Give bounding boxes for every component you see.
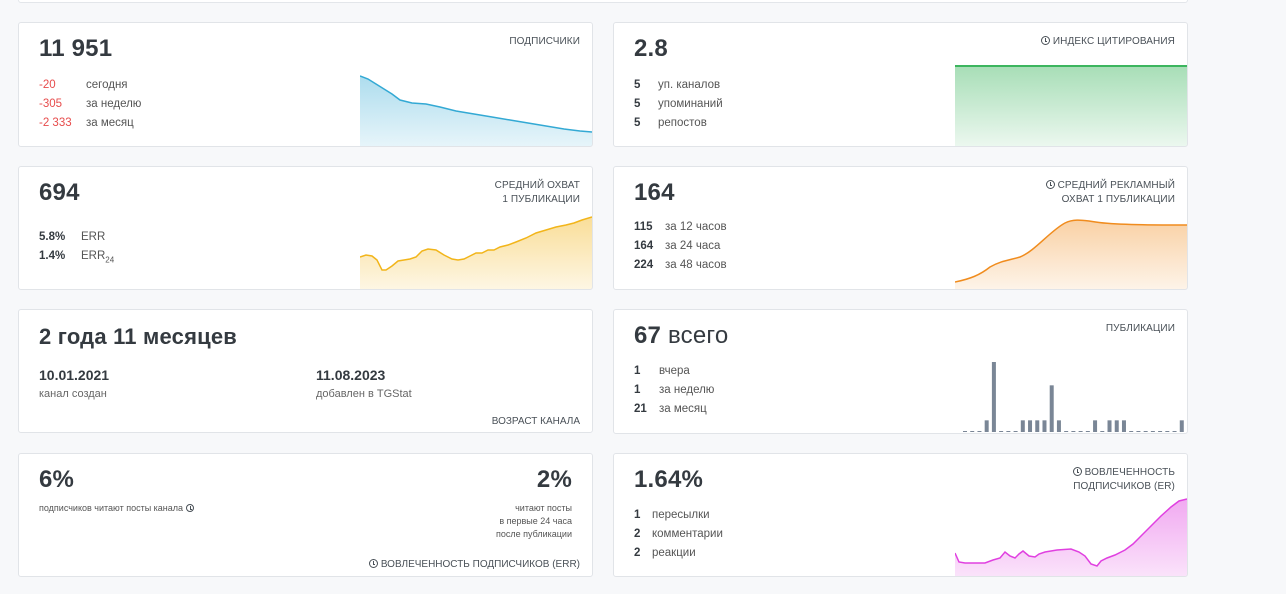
posts-bar-empty bbox=[1172, 431, 1177, 432]
subscribers-sparkline bbox=[360, 75, 592, 146]
posts-bar-empty bbox=[1006, 431, 1011, 432]
created-label: канал создан bbox=[39, 388, 107, 400]
err-card[interactable]: 6% подписчиков читают посты канала 2% чи… bbox=[18, 453, 593, 577]
channel-age-value: 2 года 11 месяцев bbox=[39, 324, 238, 349]
er-card[interactable]: 1.64% ВОВЛЕЧЕННОСТЬ ПОДПИСЧИКОВ (ER) 1 пер… bbox=[613, 453, 1188, 577]
ad-reach-card[interactable]: 164 СРЕДНИЙ РЕКЛАМНЫЙ ОХВАТ 1 ПУБЛИКАЦИИ … bbox=[613, 166, 1188, 290]
channel-age-footer: ВОЗРАСТ КАНАЛА bbox=[491, 416, 580, 427]
info-icon[interactable] bbox=[1045, 180, 1055, 189]
posts-bar-empty bbox=[1143, 431, 1148, 432]
posts-bar-empty bbox=[977, 431, 982, 432]
err-right-value: 2% bbox=[536, 466, 572, 493]
posts-bar-empty bbox=[1071, 431, 1076, 432]
posts-bar[interactable] bbox=[1049, 385, 1054, 432]
channel-age-card[interactable]: 2 года 11 месяцев 10.01.2021 канал созда… bbox=[18, 309, 593, 433]
reach-value: 694 bbox=[39, 179, 80, 206]
stat-row: -305 за неделю bbox=[39, 98, 142, 110]
stat-row: 224 за 48 часов bbox=[634, 259, 727, 271]
er-stats: 1 пересылки 2 комментарии 2 реакции bbox=[634, 506, 723, 563]
er-value: 1.64% bbox=[634, 466, 704, 493]
err-left-value: 6% bbox=[39, 466, 75, 493]
stat-row: 164 за 24 часа bbox=[634, 240, 721, 252]
posts-bar[interactable] bbox=[1179, 420, 1184, 432]
stat-row: 2 реакции bbox=[634, 547, 696, 559]
posts-bar[interactable] bbox=[991, 362, 996, 432]
posts-bar-empty bbox=[1064, 431, 1069, 432]
posts-bar[interactable] bbox=[1056, 420, 1061, 432]
posts-bar[interactable] bbox=[1035, 420, 1040, 432]
posts-bar-empty bbox=[1013, 431, 1018, 432]
posts-bar-empty bbox=[963, 431, 967, 432]
subscribers-value: 11 951 bbox=[39, 35, 113, 62]
posts-bar[interactable] bbox=[1107, 420, 1112, 432]
added-date: 11.08.2023 bbox=[316, 367, 386, 383]
added-label: добавлен в TGStat bbox=[316, 388, 412, 400]
stat-row: 1 вчера bbox=[634, 365, 690, 377]
posts-card[interactable]: 67 всего ПУБЛИКАЦИИ 1 вчера 1 за неделю 21… bbox=[613, 309, 1188, 434]
stat-row: 1 за неделю bbox=[634, 384, 715, 396]
stat-row: 5 репостов bbox=[634, 117, 707, 129]
err-right-label: читают посты в первые 24 часа после публ… bbox=[496, 503, 572, 539]
posts-bar-empty bbox=[1150, 431, 1155, 432]
posts-bar-chart bbox=[963, 362, 1184, 432]
stat-row: 2 комментарии bbox=[634, 528, 723, 540]
posts-bar-empty bbox=[970, 431, 975, 432]
citation-header: ИНДЕКС ЦИТИРОВАНИЯ bbox=[1040, 35, 1175, 49]
stat-row: 115 за 12 часов bbox=[634, 221, 727, 233]
created-date: 10.01.2021 bbox=[39, 367, 110, 383]
citation-card[interactable]: 2.8 ИНДЕКС ЦИТИРОВАНИЯ 5 уп. каналов 5 упо… bbox=[613, 22, 1188, 147]
stat-row: 5.8% ERR bbox=[39, 231, 106, 243]
posts-bar[interactable] bbox=[1114, 420, 1119, 432]
ad-reach-header: СРЕДНИЙ РЕКЛАМНЫЙ ОХВАТ 1 ПУБЛИКАЦИИ bbox=[1045, 179, 1175, 207]
stat-row: 1 пересылки bbox=[634, 509, 710, 521]
posts-bar-empty bbox=[1158, 431, 1163, 432]
info-icon[interactable] bbox=[1040, 36, 1050, 45]
stat-row: 21 за месяц bbox=[634, 403, 707, 415]
er-sparkline bbox=[955, 498, 1187, 576]
subscribers-card[interactable]: 11 951 ПОДПИСЧИКИ -20 сегодня -305 за неде… bbox=[18, 22, 593, 147]
posts-stats: 1 вчера 1 за неделю 21 за месяц bbox=[634, 362, 714, 419]
posts-bar-empty bbox=[1078, 431, 1083, 432]
posts-bar[interactable] bbox=[984, 420, 989, 432]
posts-header: ПУБЛИКАЦИИ bbox=[1105, 323, 1175, 334]
ad-reach-sparkline bbox=[955, 219, 1187, 289]
info-icon[interactable] bbox=[1072, 467, 1082, 476]
posts-value: 67 всего bbox=[634, 322, 729, 349]
posts-bar[interactable] bbox=[1093, 420, 1098, 432]
stat-row: -2 333 за месяц bbox=[39, 117, 134, 129]
stat-row: 5 уп. каналов bbox=[634, 79, 721, 91]
reach-sparkline bbox=[360, 216, 592, 289]
ad-reach-stats: 115 за 12 часов 164 за 24 часа 224 за 48 ча… bbox=[634, 218, 727, 275]
posts-bar-empty bbox=[1085, 431, 1090, 432]
stat-row: -20 сегодня bbox=[39, 79, 128, 91]
subscribers-header: ПОДПИСЧИКИ bbox=[509, 36, 580, 47]
posts-bar-empty bbox=[1129, 431, 1134, 432]
err-left-label: подписчиков читают посты канала bbox=[39, 502, 197, 515]
er-header: ВОВЛЕЧЕННОСТЬ ПОДПИСЧИКОВ (ER) bbox=[1072, 467, 1175, 492]
stat-row: 1.4% ERR24 bbox=[39, 250, 115, 265]
citation-sparkline bbox=[955, 65, 1187, 146]
posts-bar[interactable] bbox=[1121, 420, 1126, 432]
info-icon[interactable] bbox=[185, 504, 194, 512]
citation-value: 2.8 bbox=[634, 35, 668, 62]
previous-card-edge bbox=[18, 0, 1188, 3]
posts-bar[interactable] bbox=[1042, 420, 1047, 432]
posts-bar-empty bbox=[1100, 431, 1105, 432]
info-icon[interactable] bbox=[368, 559, 378, 568]
reach-header: СРЕДНИЙ ОХВАТ 1 ПУБЛИКАЦИИ bbox=[494, 180, 580, 205]
reach-stats: 5.8% ERR 1.4% ERR24 bbox=[39, 228, 114, 269]
err-footer: ВОВЛЕЧЕННОСТЬ ПОДПИСЧИКОВ (ERR) bbox=[368, 559, 580, 570]
posts-bar[interactable] bbox=[1020, 420, 1025, 432]
ad-reach-value: 164 bbox=[634, 179, 675, 206]
subscribers-stats: -20 сегодня -305 за неделю -2 333 за месяц bbox=[39, 76, 141, 133]
stat-row: 5 упоминаний bbox=[634, 98, 723, 110]
posts-bar[interactable] bbox=[1028, 420, 1033, 432]
reach-card[interactable]: 694 СРЕДНИЙ ОХВАТ 1 ПУБЛИКАЦИИ 5.8% ERR 1.… bbox=[18, 166, 593, 290]
citation-stats: 5 уп. каналов 5 упоминаний 5 репостов bbox=[634, 76, 723, 133]
posts-bar-empty bbox=[1136, 431, 1141, 432]
posts-bar-empty bbox=[999, 431, 1004, 432]
posts-bar-empty bbox=[1165, 431, 1170, 432]
